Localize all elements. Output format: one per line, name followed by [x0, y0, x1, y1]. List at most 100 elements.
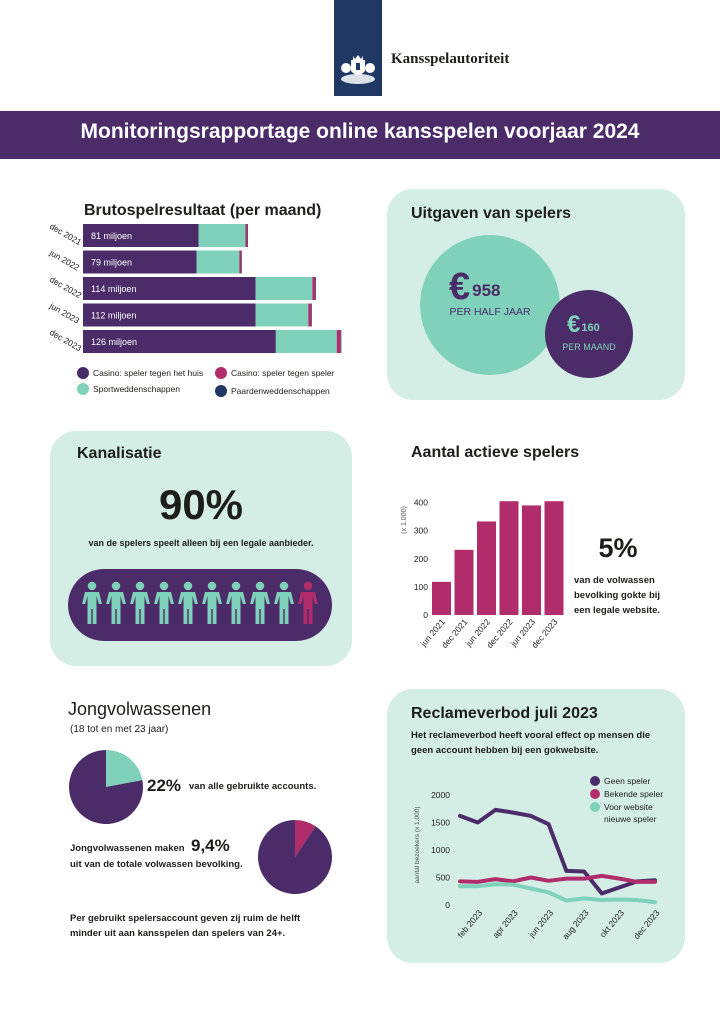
kanalisatie-caption: van de spelers speelt alleen bij een leg… [88, 538, 314, 548]
bruto-bar-segment [336, 330, 341, 353]
player-bar [544, 501, 564, 615]
y-tick-label: 1500 [431, 818, 450, 828]
x-tick-label: okt 2023 [597, 908, 626, 940]
jong-stat1-caption: van alle gebruikte accounts. [189, 781, 317, 792]
bruto-bar-segment [275, 330, 337, 353]
player-bar [522, 505, 541, 615]
reclame-intro: Het reclameverbod heeft vooral effect op… [411, 730, 651, 756]
x-tick-label: feb 2023 [455, 908, 484, 940]
x-tick-label: apr 2023 [490, 908, 519, 940]
person-icon [274, 581, 294, 624]
actieve-heading: Aantal actieve spelers [411, 444, 580, 461]
y-tick-label: 200 [414, 554, 428, 564]
jong-heading: Jongvolwassenen [68, 699, 212, 719]
bruto-bar-label: 81 miljoen [91, 231, 132, 241]
person-icon [298, 581, 318, 624]
legend-label: Geen speler [604, 776, 650, 786]
bruto-category-label: dec 2023 [48, 327, 84, 353]
person-icon [82, 581, 102, 624]
actieve-stat-caption: van de volwassen bevolking gokte bij een… [574, 575, 661, 617]
jong-stat2-pre: Jongvolwassenen maken [70, 843, 185, 854]
bruto-bar-segment [83, 277, 256, 300]
bruto-bar-segment [83, 250, 197, 274]
player-bar [499, 501, 519, 615]
pie-population [258, 820, 332, 894]
reclame-chart: 0 500 1000 1500 2000 aantal bezoekers (x 1.00… [414, 776, 663, 942]
y-tick-label: 100 [414, 582, 428, 592]
kanalisatie-heading: Kanalisatie [77, 445, 162, 462]
legend-casino-player: Casino: speler tegen speler [215, 367, 334, 379]
legend-swatch [590, 776, 600, 786]
series-line [458, 807, 657, 896]
legend-swatch-purple [77, 367, 89, 379]
bruto-bar-segment [198, 224, 246, 247]
bruto-bar-label: 79 miljoen [91, 258, 132, 268]
player-bar [454, 549, 474, 615]
uitgaven-heading: Uitgaven van spelers [411, 205, 572, 222]
bruto-bar-label: 112 miljoen [91, 311, 136, 321]
person-icon [250, 581, 270, 624]
small-amount-value: 160 [581, 322, 600, 334]
bruto-bar-segment [340, 330, 342, 353]
small-caption: PER MAAND [562, 342, 616, 352]
jong-stat1: 22% [147, 776, 182, 795]
bruto-bar-segment [315, 277, 316, 300]
y-tick-label: 0 [423, 610, 428, 620]
y-tick-label: 500 [436, 873, 450, 883]
legend-swatch-magenta [215, 367, 227, 379]
bruto-bar-segment [83, 224, 199, 247]
bruto-bar-label: 126 miljoen [91, 337, 137, 347]
small-amount: € 160 [567, 313, 600, 337]
actieve-stat: 5% [598, 533, 638, 563]
kanalisatie-percentage: 90% [158, 481, 244, 528]
player-bar [432, 581, 451, 615]
player-bar [477, 521, 496, 615]
x-tick-label: aug 2023 [560, 908, 591, 942]
title-band [0, 111, 720, 159]
bruto-bar-segment [255, 303, 309, 327]
person-icon [202, 581, 222, 624]
person-icon [106, 581, 126, 624]
legend-swatch [590, 802, 600, 812]
big-amount-value: 958 [472, 281, 501, 300]
legend-horse: Paardenweddenschappen [215, 385, 330, 397]
y-tick-label: 300 [414, 526, 428, 536]
y-tick-label: 2000 [431, 790, 450, 800]
bruto-category-label: dec 2021 [48, 221, 84, 247]
pie-slice [106, 750, 143, 787]
jong-subheading: (18 tot en met 23 jaar) [70, 724, 169, 735]
series-line [458, 873, 657, 884]
bruto-category-label: jun 2022 [47, 247, 81, 273]
legend-casino-house: Casino: speler tegen het huis [77, 367, 203, 379]
reclame-heading: Reclameverbod juli 2023 [411, 705, 598, 722]
legend-swatch-navy [215, 385, 227, 397]
bruto-bar-segment [239, 250, 242, 274]
bruto-bar-segment [83, 330, 276, 353]
bruto-bar-segment [312, 277, 316, 300]
y-axis-label: aantal bezoekers (x 1.000) [414, 807, 421, 884]
legend-label: Casino: speler tegen het huis [93, 368, 204, 378]
series-line [458, 882, 657, 905]
pie-accounts [69, 750, 143, 824]
y-tick-label: 0 [445, 900, 450, 910]
y-tick-label: 1000 [431, 845, 450, 855]
euro-icon: € [449, 266, 471, 308]
bruto-bar-segment [311, 303, 312, 327]
big-caption: PER HALF JAAR [449, 306, 531, 318]
bruto-bar-segment [255, 277, 313, 300]
bruto-bar-segment [241, 250, 242, 274]
pie-slice [258, 820, 332, 894]
legend-label: Casino: speler tegen speler [231, 368, 335, 378]
coat-of-arms-icon [341, 55, 375, 84]
big-amount: € 958 [449, 268, 501, 306]
bruto-category-label: dec 2022 [48, 274, 84, 300]
org-name: Kansspelautoriteit [391, 51, 510, 67]
bruto-bar-label: 114 miljoen [91, 284, 136, 294]
legend-swatch-teal [77, 383, 89, 395]
legend-label: Bekende speler [604, 789, 663, 799]
person-icon [226, 581, 246, 624]
small-circle [545, 290, 633, 378]
pie-slice [295, 820, 316, 857]
legend-label: Sportweddenschappen [93, 384, 180, 394]
